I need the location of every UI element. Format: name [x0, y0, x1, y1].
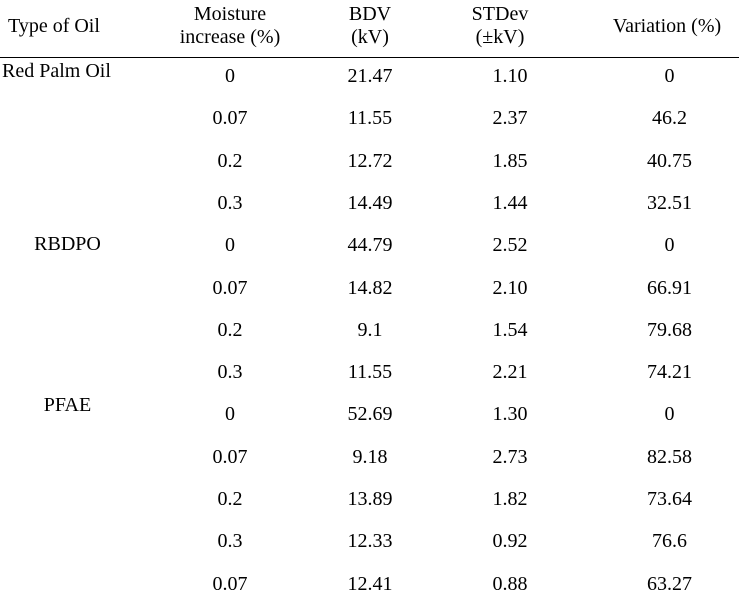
- table-row: Red Palm Oil 0 21.47 1.10 0: [0, 55, 739, 97]
- cell-variation: 0: [664, 403, 675, 426]
- cell-variation: 73.64: [647, 488, 692, 510]
- cell-variation: 79.68: [647, 318, 692, 341]
- cell-variation: 0: [664, 65, 675, 87]
- header-bdv: BDV (kV): [320, 3, 420, 49]
- cell-variation: 0: [664, 234, 675, 257]
- cell-bdv: 12.41: [347, 572, 393, 595]
- cell-stdev: 1.54: [492, 318, 528, 341]
- cell-type-of-oil: Red Palm Oil: [2, 60, 111, 82]
- cell-bdv: 14.82: [347, 276, 393, 299]
- cell-moisture-increase: 0: [225, 234, 235, 257]
- table-row: 0.2 9.1 1.54 79.68: [0, 309, 739, 351]
- table-row: 0.07 12.41 0.88 63.27: [0, 563, 739, 605]
- cell-stdev: 2.21: [492, 361, 528, 384]
- cell-stdev: 2.52: [492, 234, 528, 257]
- cell-variation: 82.58: [647, 445, 692, 468]
- cell-bdv: 21.47: [347, 65, 393, 87]
- table-row: PFAE 0 52.69 1.30 0: [0, 393, 739, 435]
- cell-stdev: 2.37: [492, 107, 528, 130]
- cell-moisture-increase: 0.07: [212, 107, 248, 130]
- cell-moisture-increase: 0.2: [217, 318, 243, 341]
- header-bdv-line2: (kV): [351, 26, 389, 48]
- cell-moisture-increase: 0: [225, 65, 235, 87]
- table-row: 0.3 11.55 2.21 74.21: [0, 351, 739, 393]
- cell-stdev: 1.44: [492, 191, 528, 214]
- cell-stdev: 2.10: [492, 276, 528, 299]
- cell-moisture-increase: 0.3: [217, 191, 243, 214]
- cell-variation: 76.6: [652, 530, 687, 553]
- table-row: 0.07 9.18 2.73 82.58: [0, 436, 739, 478]
- cell-type-of-oil: PFAE: [43, 394, 92, 417]
- cell-moisture-increase: 0: [225, 403, 235, 426]
- cell-bdv: 13.89: [347, 488, 393, 510]
- header-stdev: STDev (±kV): [440, 3, 560, 49]
- header-divider: [0, 57, 739, 58]
- table-row: 0.3 12.33 0.92 76.6: [0, 520, 739, 562]
- cell-stdev: 2.73: [492, 445, 528, 468]
- table-row: 0.2 13.89 1.82 73.64: [0, 478, 739, 520]
- table-row: 0.07 14.82 2.10 66.91: [0, 267, 739, 309]
- cell-stdev: 1.10: [492, 65, 528, 87]
- cell-stdev: 1.82: [492, 488, 528, 510]
- cell-bdv: 9.1: [357, 318, 383, 341]
- cell-variation: 46.2: [652, 107, 687, 130]
- cell-moisture-increase: 0.2: [217, 149, 243, 172]
- cell-variation: 66.91: [647, 276, 692, 299]
- cell-bdv: 11.55: [347, 361, 393, 384]
- header-variation-text: Variation (%): [612, 15, 722, 37]
- cell-variation: 74.21: [647, 361, 692, 384]
- cell-moisture-increase: 0.3: [217, 361, 243, 384]
- cell-stdev: 1.85: [492, 149, 528, 172]
- cell-type-of-oil: RBDPO: [34, 233, 101, 256]
- header-type-of-oil: Type of Oil: [0, 15, 138, 38]
- cell-moisture-increase: 0.2: [217, 488, 243, 510]
- table-row: RBDPO 0 44.79 2.52 0: [0, 224, 739, 266]
- cell-bdv: 12.33: [347, 530, 393, 553]
- header-type-of-oil-text: Type of Oil: [8, 15, 100, 37]
- header-stdev-line1: STDev: [471, 3, 529, 25]
- cell-bdv: 12.72: [347, 149, 393, 172]
- cell-bdv: 9.18: [352, 445, 388, 468]
- cell-moisture-increase: 0.07: [212, 276, 248, 299]
- cell-bdv: 44.79: [347, 234, 393, 257]
- cell-stdev: 0.92: [492, 530, 528, 553]
- cell-variation: 63.27: [647, 572, 692, 595]
- cell-variation: 40.75: [647, 149, 692, 172]
- header-variation: Variation (%): [595, 15, 739, 38]
- cell-moisture-increase: 0.07: [212, 445, 248, 468]
- cell-stdev: 0.88: [492, 572, 528, 595]
- cell-bdv: 14.49: [347, 191, 393, 214]
- cell-moisture-increase: 0.07: [212, 572, 248, 595]
- cell-stdev: 1.30: [492, 403, 528, 426]
- header-stdev-line2: (±kV): [475, 26, 525, 48]
- header-moisture-increase: Moisture increase (%): [160, 3, 300, 49]
- header-moisture-line2: increase (%): [179, 26, 281, 48]
- table-row: 0.2 12.72 1.85 40.75: [0, 140, 739, 182]
- cell-bdv: 52.69: [347, 403, 393, 426]
- table-row: 0.07 11.55 2.37 46.2: [0, 97, 739, 139]
- cell-variation: 32.51: [647, 191, 692, 214]
- header-bdv-line1: BDV: [348, 3, 392, 25]
- header-moisture-line1: Moisture: [193, 3, 267, 25]
- cell-moisture-increase: 0.3: [217, 530, 243, 553]
- cell-bdv: 11.55: [347, 107, 393, 130]
- table-row: 0.3 14.49 1.44 32.51: [0, 182, 739, 224]
